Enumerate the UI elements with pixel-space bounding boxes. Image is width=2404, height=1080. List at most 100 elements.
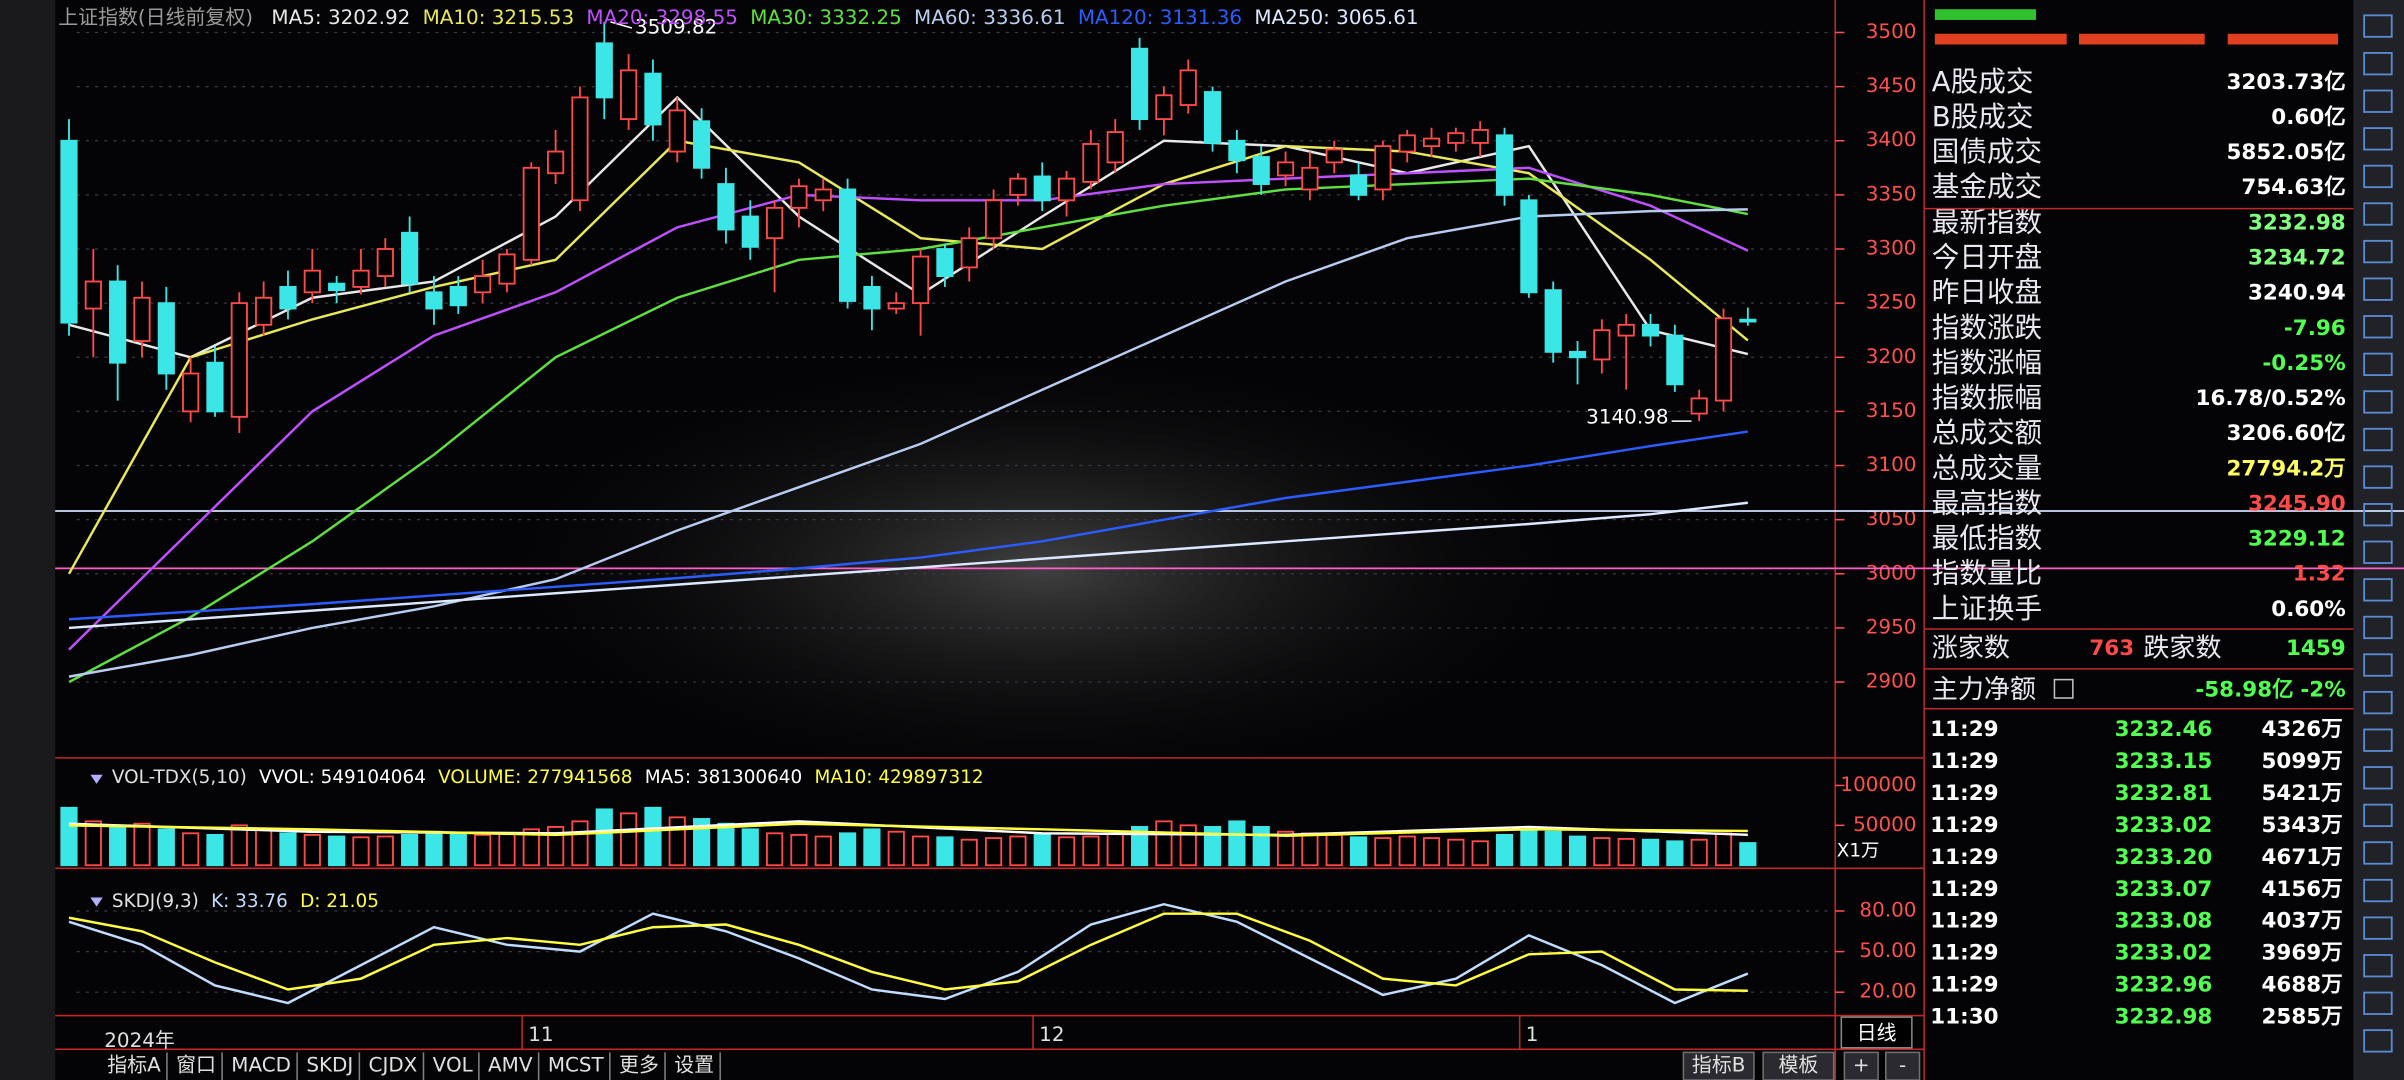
legend-label: K: 33.76 <box>211 891 288 912</box>
side-icon[interactable] <box>2363 14 2393 38</box>
candle-body <box>863 285 881 310</box>
candle-body <box>1714 317 1733 402</box>
volume-bar <box>1301 832 1319 867</box>
side-icon[interactable] <box>2363 89 2393 113</box>
quote-label: 指数振幅 <box>1932 381 2042 414</box>
toolbar-button-bg[interactable] <box>1843 1051 1879 1080</box>
side-icon[interactable] <box>2363 503 2393 527</box>
toolbar-tab[interactable]: MACD <box>231 1054 291 1077</box>
y-tick-label: 50.00 <box>1859 939 1916 962</box>
icon-strip <box>2353 0 2404 1080</box>
volume-bar <box>960 838 978 867</box>
side-icon[interactable] <box>2363 352 2393 377</box>
side-icon[interactable] <box>2363 803 2393 828</box>
candle-body <box>1033 175 1051 202</box>
volume-bar <box>60 806 78 867</box>
toolbar-button[interactable]: 指标B <box>1692 1054 1745 1077</box>
side-icon[interactable] <box>2363 277 2393 301</box>
toolbar-tab[interactable]: 指标A <box>107 1054 161 1077</box>
candle-body <box>133 296 151 342</box>
chart-layer: 2900 2950 3000 3050 3100 3150 3200 3250 3300 3350… <box>55 6 2404 1052</box>
side-icon[interactable] <box>2363 465 2393 489</box>
side-icon[interactable] <box>2363 653 2393 677</box>
volume-bar <box>133 822 151 867</box>
tick-price: 3232.81 <box>2115 781 2213 806</box>
candle-body <box>352 269 370 288</box>
ma-line <box>68 177 1749 684</box>
flow-icon[interactable] <box>2053 678 2074 699</box>
side-icon[interactable] <box>2363 315 2393 339</box>
volume-bar <box>1398 835 1416 867</box>
side-icon[interactable] <box>2363 578 2393 602</box>
ma-line <box>68 822 1748 837</box>
side-icon[interactable] <box>2363 164 2393 189</box>
tick-volume: 4688万 <box>2261 972 2342 997</box>
volume-bar <box>1447 838 1465 867</box>
side-icon[interactable] <box>2363 916 2393 940</box>
y-tick-label: 3200 <box>1866 345 1917 368</box>
side-icon[interactable] <box>2363 1029 2393 1053</box>
candle-body <box>474 275 492 294</box>
side-icon[interactable] <box>2363 427 2393 452</box>
toolbar-button[interactable]: - <box>1899 1054 1906 1077</box>
volume-bar <box>109 824 127 867</box>
volume-bar <box>1520 828 1538 867</box>
side-icon[interactable] <box>2363 390 2393 414</box>
side-icon[interactable] <box>2363 878 2393 903</box>
toolbar-tab[interactable]: 设置 <box>674 1054 714 1077</box>
volume-bar <box>936 836 954 867</box>
toolbar-button[interactable]: + <box>1853 1054 1870 1077</box>
toolbar-button-bg[interactable] <box>1762 1051 1835 1080</box>
candle-body <box>157 302 175 375</box>
tick-volume: 4037万 <box>2261 909 2342 934</box>
side-icon[interactable] <box>2363 52 2393 76</box>
volume-bar <box>1130 826 1149 867</box>
candle-body <box>1544 289 1562 353</box>
tick-time: 11:29 <box>1930 749 1998 774</box>
side-icon[interactable] <box>2363 954 2393 978</box>
side-icon[interactable] <box>2363 766 2393 790</box>
tick-price: 3233.15 <box>2115 749 2213 774</box>
toolbar-tab[interactable]: AMV <box>488 1054 533 1077</box>
toolbar-tab[interactable]: VOL <box>433 1054 473 1077</box>
tick-price: 3232.98 <box>2115 1004 2213 1029</box>
toolbar-tab[interactable]: 窗口 <box>176 1054 216 1077</box>
toolbar-tab[interactable]: MCST <box>548 1054 605 1077</box>
volume-bar <box>1739 842 1757 867</box>
y-tick-label: 2950 <box>1866 615 1917 638</box>
volume-bar <box>1422 837 1441 867</box>
y-tick-label: 2900 <box>1866 670 1917 693</box>
volume-bar <box>255 828 273 867</box>
toolbar-button[interactable]: 模板 <box>1778 1054 1818 1077</box>
toolbar-tab[interactable]: CJDX <box>369 1054 418 1077</box>
candle-body <box>1179 69 1197 106</box>
legend-label: 上证指数(日线前复权) <box>58 6 253 29</box>
volume-bar <box>352 836 370 867</box>
side-icon[interactable] <box>2363 615 2393 640</box>
volume-bar <box>279 832 297 867</box>
quote-label: 基金成交 <box>1932 170 2042 203</box>
toolbar-tab[interactable]: SKDJ <box>306 1054 353 1077</box>
side-icon[interactable] <box>2363 841 2393 865</box>
side-icon[interactable] <box>2363 202 2393 226</box>
candle-body <box>1666 334 1684 386</box>
side-icon[interactable] <box>2363 991 2393 1015</box>
status-bar <box>1934 9 2037 20</box>
tick-volume: 5421万 <box>2261 781 2342 806</box>
tick-volume: 4156万 <box>2261 877 2342 902</box>
side-icon[interactable] <box>2363 239 2393 264</box>
quote-label: 指数涨幅 <box>1932 346 2042 379</box>
side-icon[interactable] <box>2363 127 2393 151</box>
volume-bar <box>474 833 492 867</box>
side-icon[interactable] <box>2363 728 2393 752</box>
toolbar-button-bg[interactable] <box>1885 1051 1921 1080</box>
volume-bar <box>887 830 905 867</box>
toolbar-tab[interactable]: 更多 <box>619 1054 659 1077</box>
candle-body <box>328 282 346 292</box>
side-icon[interactable] <box>2363 540 2393 564</box>
candle-body <box>1349 174 1368 196</box>
candle-body <box>84 280 102 310</box>
toolbar-button-bg[interactable] <box>1682 1051 1755 1080</box>
volume-bar <box>230 824 248 867</box>
side-icon[interactable] <box>2363 690 2393 715</box>
